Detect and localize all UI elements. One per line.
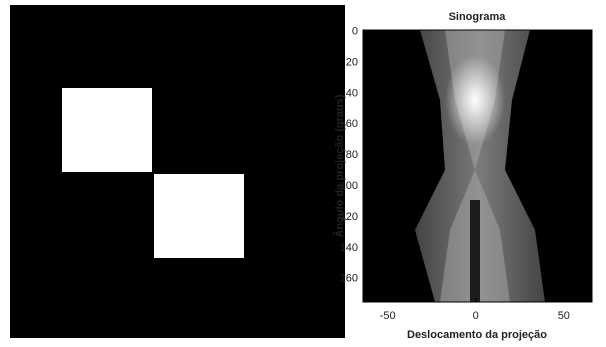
phantom-image (10, 5, 345, 338)
figure: Sinograma Deslocamento da projeção Ângul… (0, 0, 606, 342)
y-tick-label: 40 (346, 87, 358, 99)
y-tick-label: 20 (346, 56, 358, 68)
x-tick-label: 0 (473, 310, 479, 322)
square (154, 174, 244, 258)
x-tick-label: -50 (380, 310, 396, 322)
y-tick-label: 120 (340, 211, 358, 223)
y-tick-label: 140 (340, 242, 358, 254)
x-axis-label: Deslocamento da projeção (407, 329, 547, 341)
y-tick-label: 80 (346, 149, 358, 161)
sinogram-center (470, 200, 480, 302)
square (62, 88, 152, 172)
chart-title: Sinograma (449, 11, 507, 23)
y-tick-label: 60 (346, 118, 358, 130)
y-tick-label: 160 (340, 273, 358, 285)
y-tick-label: 100 (340, 180, 358, 192)
y-tick-label: 0 (352, 25, 358, 37)
x-tick-label: 50 (558, 310, 570, 322)
sinogram-glow (445, 55, 505, 145)
sinogram-image (363, 30, 592, 302)
